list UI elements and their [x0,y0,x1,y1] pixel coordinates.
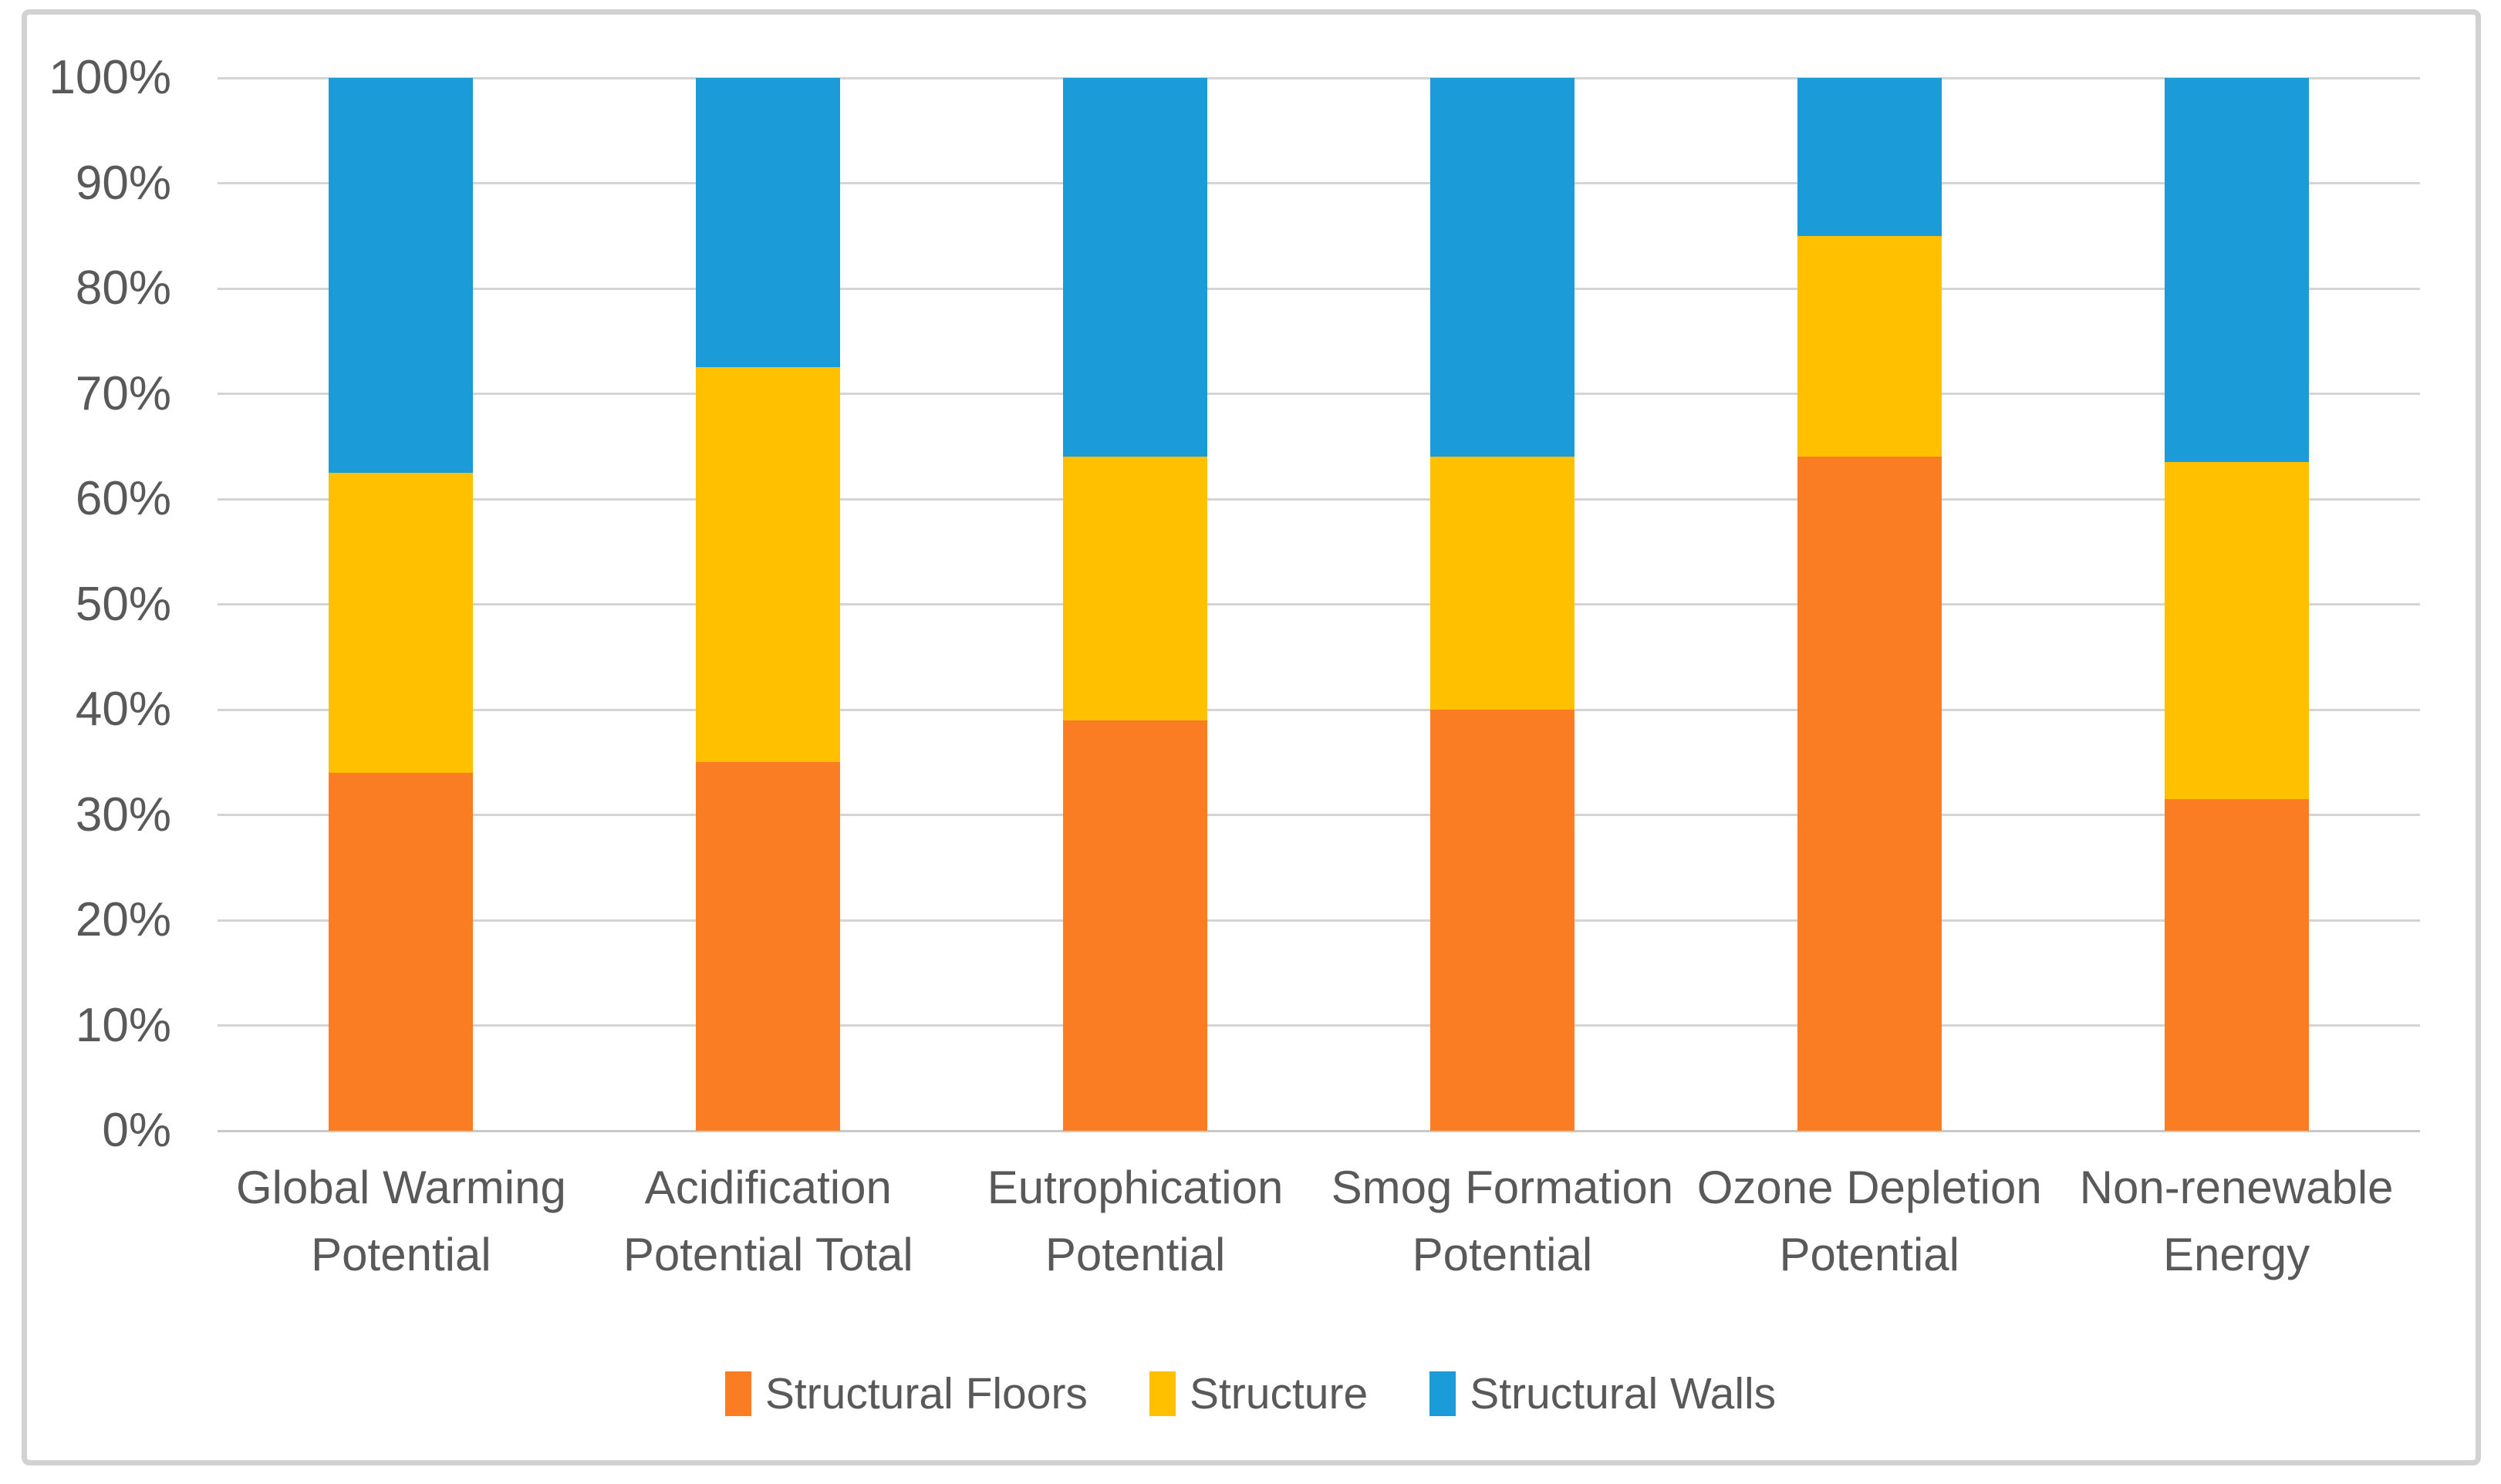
y-axis-tick-label-60: 60% [75,472,171,525]
x-axis-line [218,1129,2420,1132]
bar-segment-structural-floors [1429,710,1575,1131]
y-axis-tick-label-80: 80% [75,261,171,315]
bar-segment-structure [1063,457,1208,720]
bar-segment-structure [2164,462,2309,800]
bar-group-ozone-depletion-potential [1797,78,1942,1131]
gridline-40 [218,708,2420,711]
bar-segment-structural-floors [1797,457,1942,1131]
y-axis-tick-label-50: 50% [75,577,171,631]
bar-group-smog-formation-potential [1429,78,1575,1131]
y-axis-tick-label-30: 30% [75,788,171,841]
bar-segment-structural-floors [2164,799,2309,1131]
bar-segment-structural-walls [1797,78,1942,236]
legend-item-structure: Structure [1149,1368,1368,1419]
bar-segment-structural-walls [1429,78,1575,457]
category-label-smog-formation-potential: Smog Formation Potential [1331,1162,1674,1280]
category-label-eutrophication-potential: Eutrophication Potential [987,1162,1284,1280]
category-label-ozone-depletion-potential: Ozone Depletion Potential [1696,1162,2042,1280]
category-label-non-renewable-energy: Non-renewable Energy [2079,1162,2394,1280]
gridline-60 [218,497,2420,501]
legend-swatch-structure [1149,1371,1176,1416]
plot-area [218,76,2420,1132]
bar-segment-structural-floors [1063,720,1208,1131]
bar-segment-structure [696,367,841,763]
bar-segment-structural-walls [2164,78,2309,463]
gridline-100 [218,76,2420,79]
bar-group-global-warming-potential [329,78,474,1131]
legend-swatch-structural-floors [724,1371,751,1416]
bar-segment-structural-walls [329,78,474,473]
bar-segment-structure [1429,457,1575,710]
gridline-70 [218,393,2420,395]
bar-group-non-renewable-energy [2164,78,2309,1131]
y-axis-tick-label-100: 100% [49,51,171,104]
gridline-50 [218,603,2420,605]
gridline-30 [218,814,2420,816]
bar-segment-structural-floors [329,772,474,1131]
legend-swatch-structural-walls [1429,1371,1456,1416]
legend-item-structural-floors: Structural Floors [724,1368,1088,1419]
bar-segment-structural-floors [696,762,841,1131]
category-label-global-warming-potential: Global Warming Potential [235,1162,566,1280]
gridline-10 [218,1024,2420,1027]
bar-segment-structural-walls [696,78,841,368]
bar-group-eutrophication-potential [1063,78,1208,1131]
bar-group-acidification-potential-total [696,78,841,1131]
legend-item-structural-walls: Structural Walls [1429,1368,1776,1419]
y-axis-tick-label-70: 70% [75,366,171,420]
y-axis-tick-label-20: 20% [75,893,171,946]
bar-segment-structural-walls [1063,78,1208,457]
gridline-80 [218,287,2420,290]
bar-segment-structure [329,472,474,773]
y-axis-tick-label-40: 40% [75,683,171,736]
legend-label: Structure [1189,1369,1369,1418]
y-axis-tick-label-90: 90% [75,156,171,210]
y-axis-tick-label-0: 0% [102,1104,171,1157]
bar-segment-structure [1797,235,1942,457]
legend-label: Structural Walls [1470,1369,1777,1418]
y-axis-tick-label-10: 10% [75,998,171,1052]
legend: Structural Floors Structure Structural Wal… [0,1359,2501,1428]
category-label-acidification-potential-total: Acidification Potential Total [623,1162,913,1280]
legend-label: Structural Floors [764,1369,1088,1418]
gridline-20 [218,919,2420,922]
gridline-90 [218,182,2420,184]
